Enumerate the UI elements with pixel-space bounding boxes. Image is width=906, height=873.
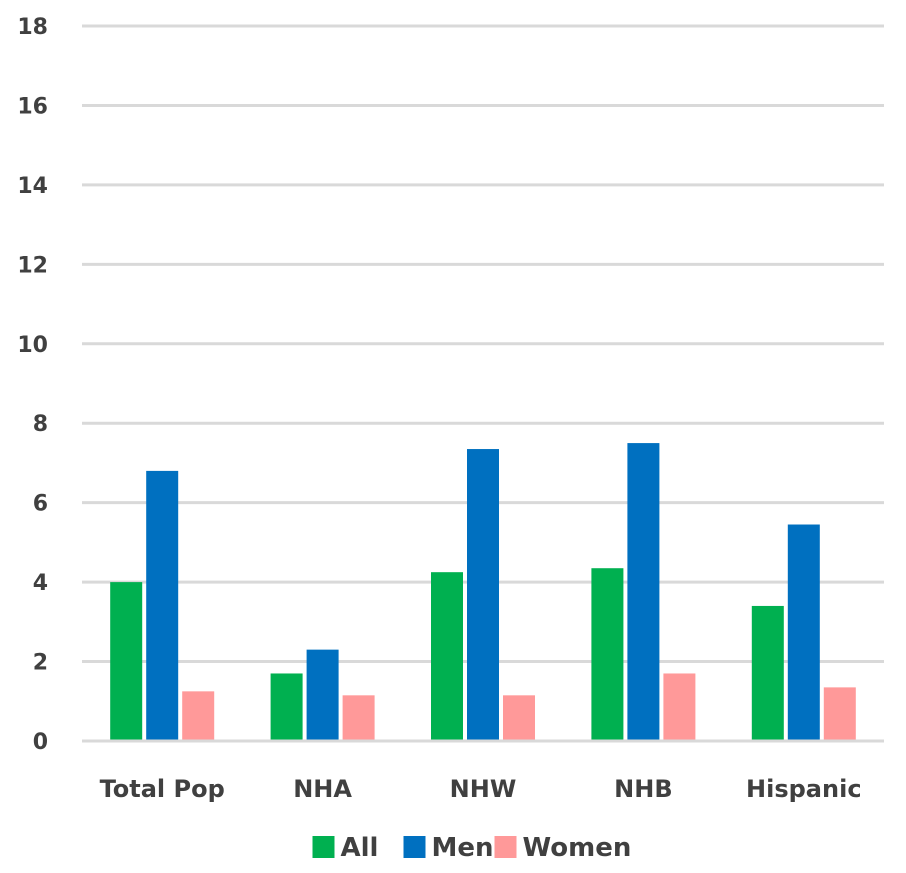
bar-men-nha	[306, 649, 339, 741]
legend-label-women: Women	[523, 833, 632, 863]
bar-women-nha	[342, 695, 375, 741]
legend: All Men Women	[312, 833, 632, 863]
y-tick-label: 12	[17, 253, 48, 278]
legend-swatch-men	[403, 836, 426, 858]
legend-label-all: All	[341, 833, 379, 863]
bar-all-total-pop	[110, 582, 143, 741]
bar-all-nhw	[431, 572, 463, 741]
y-tick-label: 18	[17, 15, 48, 40]
x-axis: Total Pop NHA NHW NHB Hispanic	[82, 739, 884, 803]
y-axis-ticks: 0 2 4 6 8 10 12 14 16 18	[17, 15, 48, 755]
x-category-label: Total Pop	[100, 775, 225, 803]
bar-men-total-pop	[146, 470, 179, 741]
y-tick-label: 4	[33, 571, 48, 596]
x-category-label: NHB	[614, 775, 672, 803]
y-tick-label: 10	[17, 333, 48, 358]
bar-women-nhw	[503, 695, 535, 741]
bar-men-nhb	[627, 443, 660, 741]
x-category-label: NHA	[293, 775, 352, 803]
x-category-label: NHW	[450, 775, 517, 803]
bar-all-hispanic	[751, 605, 784, 741]
bar-all-nha	[270, 673, 303, 741]
bar-women-nhb	[663, 673, 696, 741]
gridlines	[82, 24, 884, 664]
bar-all-nhb	[591, 568, 624, 741]
y-tick-label: 14	[17, 174, 48, 199]
y-tick-label: 6	[33, 492, 48, 517]
legend-label-men: Men	[432, 833, 494, 863]
bars	[110, 443, 856, 741]
x-category-label: Hispanic	[746, 775, 862, 803]
bar-women-hispanic	[823, 687, 856, 741]
y-tick-label: 16	[17, 94, 48, 119]
legend-swatch-women	[494, 836, 517, 858]
bar-men-hispanic	[787, 524, 820, 741]
legend-swatch-all	[312, 836, 335, 858]
y-tick-label: 0	[33, 730, 48, 755]
bar-women-total-pop	[182, 691, 215, 741]
bar-men-nhw	[467, 449, 499, 741]
y-tick-label: 2	[33, 651, 48, 676]
y-tick-label: 8	[33, 412, 48, 437]
